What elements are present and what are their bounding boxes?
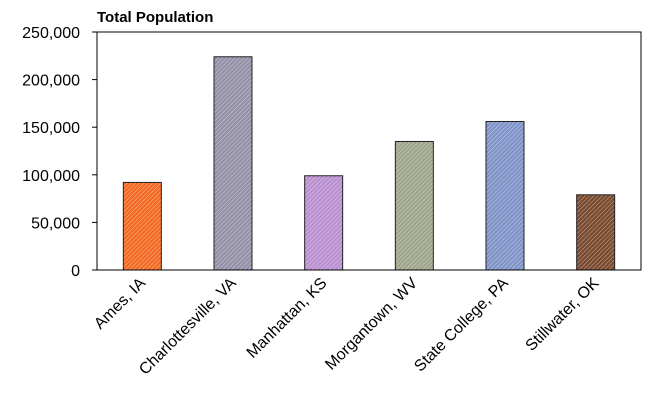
bar-charlottesville-va xyxy=(213,56,253,271)
y-tick-label: 0 xyxy=(71,263,80,280)
bars xyxy=(122,56,616,271)
chart-title: Total Population xyxy=(97,9,213,26)
bar-manhattan-ks xyxy=(304,175,344,271)
bar-state-college-pa xyxy=(485,120,525,271)
y-tick-label: 150,000 xyxy=(22,120,80,137)
x-tick-label: Charlottesville, VA xyxy=(136,275,240,379)
x-tick-label: Morgantown, WV xyxy=(322,275,421,374)
bar-ames-ia xyxy=(122,181,162,271)
y-tick-label: 250,000 xyxy=(22,25,80,42)
x-tick-label: Manhattan, KS xyxy=(244,275,331,362)
bar-morgantown-wv xyxy=(394,140,434,271)
plot-frame xyxy=(96,31,642,271)
bar-stillwater-ok xyxy=(576,194,616,271)
x-tick-label: Ames, IA xyxy=(91,275,149,333)
x-tick-label: State College, PA xyxy=(411,275,512,376)
y-tick-label: 50,000 xyxy=(31,215,80,232)
y-tick-label: 200,000 xyxy=(22,73,80,90)
y-tick-label: 100,000 xyxy=(22,168,80,185)
y-axis: 0 50,000 100,000 150,000 200,000 250,000 xyxy=(22,25,97,280)
x-tick-label: Stillwater, OK xyxy=(523,275,603,355)
